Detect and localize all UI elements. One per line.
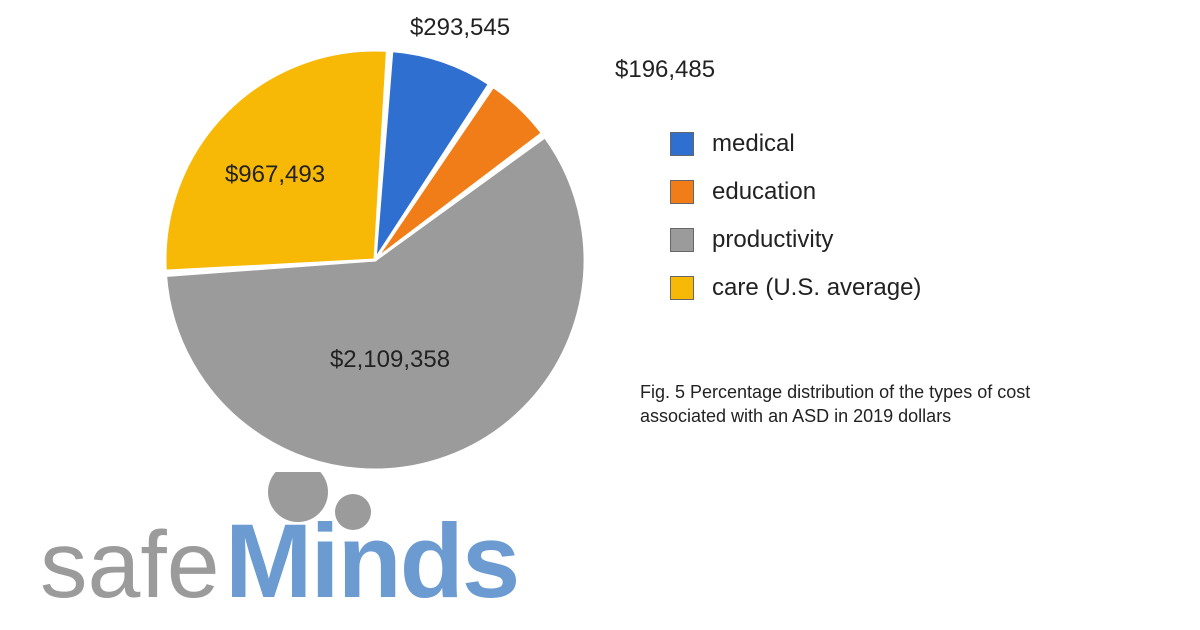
legend-label: care (U.S. average) (712, 274, 921, 302)
logo-text-safe: safe (40, 512, 220, 618)
legend-item-medical: medical (670, 130, 921, 158)
legend-item-education: education (670, 178, 921, 206)
legend-swatch (670, 228, 694, 252)
legend: medical education productivity care (U.S. a… (670, 130, 921, 302)
logo-text-minds: Minds (225, 503, 518, 620)
legend-label: productivity (712, 226, 833, 254)
legend-item-productivity: productivity (670, 226, 921, 254)
legend-swatch (670, 132, 694, 156)
legend-label: education (712, 178, 816, 206)
slice-label-medical: $293,545 (410, 14, 510, 41)
logo-dot-small (335, 494, 371, 530)
legend-item-care: care (U.S. average) (670, 274, 921, 302)
figure-caption: Fig. 5 Percentage distribution of the ty… (640, 380, 1100, 428)
slice-label-education: $196,485 (615, 56, 715, 83)
legend-label: medical (712, 130, 795, 158)
legend-swatch (670, 276, 694, 300)
legend-swatch (670, 180, 694, 204)
slice-label-productivity: $2,109,358 (330, 346, 450, 373)
safeminds-logo: safeMinds (40, 472, 640, 630)
slice-label-care: $967,493 (225, 161, 325, 188)
